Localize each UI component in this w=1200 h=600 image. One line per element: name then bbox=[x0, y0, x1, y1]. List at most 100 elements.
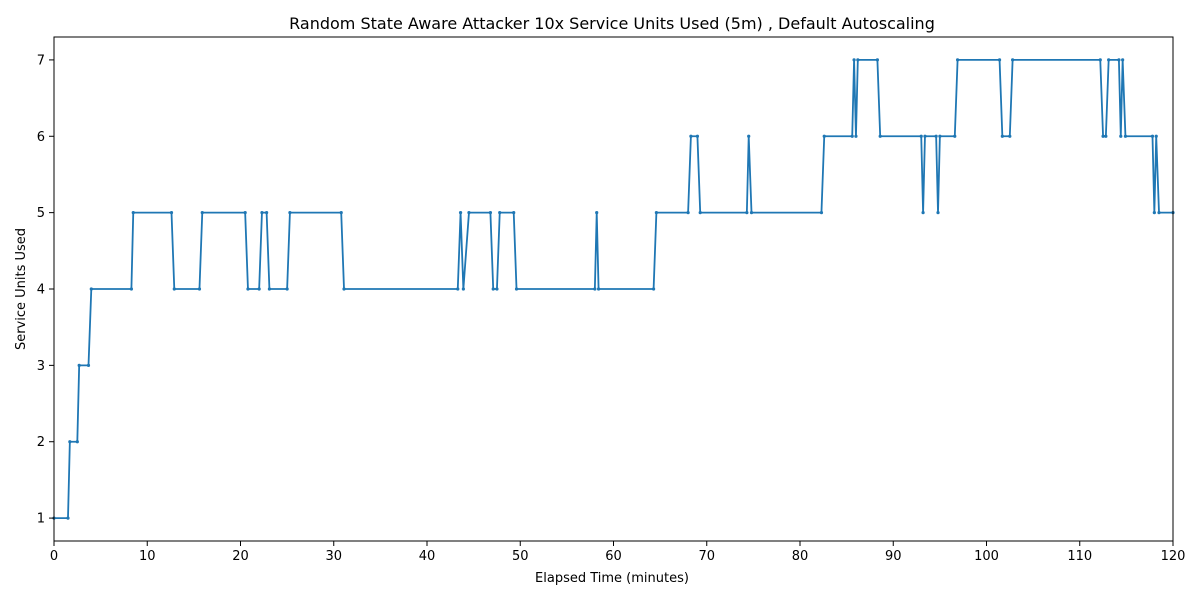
data-point bbox=[934, 134, 938, 138]
data-point bbox=[1157, 211, 1161, 215]
y-tick-label: 5 bbox=[37, 206, 45, 221]
x-tick-label: 110 bbox=[1067, 549, 1092, 564]
x-tick-label: 60 bbox=[605, 549, 622, 564]
data-point bbox=[456, 287, 460, 291]
x-tick-label: 120 bbox=[1161, 549, 1186, 564]
data-point bbox=[854, 134, 858, 138]
data-point bbox=[131, 211, 135, 215]
data-point bbox=[850, 134, 854, 138]
series-line bbox=[54, 59, 1173, 519]
x-axis-label: Elapsed Time (minutes) bbox=[535, 571, 689, 586]
y-tick-label: 1 bbox=[37, 512, 45, 527]
data-point bbox=[200, 211, 204, 215]
data-point bbox=[467, 211, 471, 215]
data-point bbox=[938, 134, 942, 138]
data-point bbox=[652, 287, 656, 291]
x-tick-label: 100 bbox=[974, 549, 999, 564]
x-tick-label: 30 bbox=[325, 549, 342, 564]
data-point bbox=[654, 211, 658, 215]
data-point bbox=[1121, 58, 1125, 62]
data-point bbox=[1008, 134, 1012, 138]
data-point bbox=[1011, 58, 1015, 62]
data-point bbox=[197, 287, 202, 291]
y-axis-label: Service Units Used bbox=[14, 228, 29, 350]
data-point bbox=[923, 134, 927, 138]
data-point bbox=[339, 211, 343, 215]
data-point bbox=[89, 287, 93, 291]
data-point bbox=[86, 363, 91, 367]
data-point bbox=[68, 440, 72, 444]
data-point bbox=[997, 58, 1002, 62]
data-point bbox=[488, 211, 493, 215]
x-tick-label: 90 bbox=[885, 549, 902, 564]
data-point bbox=[878, 134, 882, 138]
data-point bbox=[246, 287, 250, 291]
data-point bbox=[955, 58, 960, 62]
x-tick-label: 40 bbox=[419, 549, 436, 564]
y-tick-label: 4 bbox=[37, 283, 45, 298]
data-point bbox=[461, 287, 465, 291]
data-point bbox=[1150, 134, 1155, 138]
data-point bbox=[75, 440, 79, 444]
data-point bbox=[698, 211, 702, 215]
y-tick-label: 3 bbox=[37, 359, 45, 374]
data-point bbox=[747, 134, 751, 138]
data-point bbox=[596, 287, 601, 291]
data-point bbox=[1000, 134, 1004, 138]
data-point bbox=[852, 58, 856, 62]
data-point bbox=[1119, 134, 1123, 138]
data-point bbox=[689, 134, 693, 138]
data-point bbox=[921, 211, 925, 215]
data-point bbox=[495, 287, 499, 291]
data-point bbox=[512, 211, 516, 215]
data-point bbox=[919, 134, 923, 138]
y-tick-label: 6 bbox=[37, 130, 45, 145]
data-point bbox=[172, 287, 176, 291]
data-point bbox=[243, 211, 247, 215]
x-tick-label: 10 bbox=[139, 549, 156, 564]
data-point bbox=[342, 287, 346, 291]
x-tick-label: 80 bbox=[792, 549, 809, 564]
data-point bbox=[686, 211, 690, 215]
data-point bbox=[593, 287, 597, 291]
x-tick-label: 70 bbox=[698, 549, 715, 564]
data-point bbox=[265, 211, 269, 215]
data-point bbox=[77, 363, 81, 367]
data-point bbox=[819, 211, 824, 215]
data-point bbox=[1104, 134, 1108, 138]
data-point bbox=[1101, 134, 1105, 138]
chart-title: Random State Aware Attacker 10x Service … bbox=[289, 14, 935, 33]
data-point bbox=[749, 211, 754, 215]
data-point bbox=[595, 211, 599, 215]
data-point bbox=[1123, 134, 1128, 138]
data-point bbox=[1154, 134, 1158, 138]
data-point bbox=[1107, 58, 1111, 62]
x-tick-label: 50 bbox=[512, 549, 529, 564]
data-point bbox=[953, 134, 957, 138]
data-point bbox=[169, 211, 174, 215]
x-axis: 0 10 20 30 40 50 60 70 80 90 100 110 120 bbox=[50, 541, 1186, 564]
data-point bbox=[745, 211, 749, 215]
x-tick-label: 0 bbox=[50, 549, 58, 564]
y-axis: 1 2 3 4 5 6 7 bbox=[37, 53, 54, 527]
data-point bbox=[1117, 58, 1121, 62]
y-tick-label: 2 bbox=[37, 435, 45, 450]
data-point bbox=[498, 211, 502, 215]
data-point bbox=[875, 58, 880, 62]
data-point bbox=[260, 211, 264, 215]
data-point bbox=[458, 211, 463, 215]
y-tick-label: 7 bbox=[37, 53, 45, 68]
data-point bbox=[822, 134, 826, 138]
data-point bbox=[129, 287, 133, 291]
data-point bbox=[288, 211, 292, 215]
data-point bbox=[491, 287, 495, 291]
plot-frame bbox=[53, 36, 1174, 542]
data-point bbox=[267, 287, 272, 291]
data-point bbox=[285, 287, 289, 291]
data-point bbox=[936, 211, 940, 215]
data-point bbox=[856, 58, 860, 62]
series-group bbox=[52, 58, 1175, 520]
data-point bbox=[66, 516, 70, 520]
data-point bbox=[695, 134, 700, 138]
